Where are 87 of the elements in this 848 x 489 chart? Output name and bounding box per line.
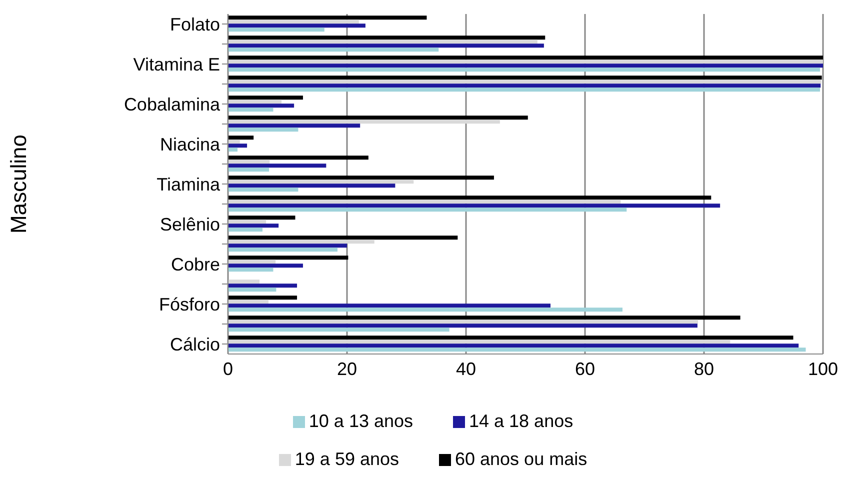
x-tick-label: 100 <box>808 358 838 379</box>
y-tick-label: Cálcio <box>170 334 220 354</box>
bar <box>228 140 240 144</box>
bar <box>228 60 823 64</box>
bar <box>228 28 324 32</box>
bar <box>228 164 326 168</box>
bar <box>228 16 427 20</box>
bar <box>228 48 439 52</box>
bar <box>228 96 303 100</box>
bar <box>228 176 494 180</box>
bar <box>228 296 298 300</box>
y-tick-label: Tiamina <box>156 174 221 194</box>
bar <box>228 144 248 148</box>
bar <box>228 196 712 200</box>
bar <box>228 188 298 192</box>
y-tick-label: Niacina <box>160 134 221 154</box>
bar <box>228 204 720 208</box>
bar <box>228 228 263 232</box>
bar <box>228 20 359 24</box>
bar <box>228 84 821 88</box>
x-tick-label: 80 <box>694 358 714 379</box>
bar <box>228 236 458 240</box>
bar <box>228 248 338 252</box>
legend-label: 10 a 13 anos <box>308 411 413 431</box>
y-tick-label: Vitamina E <box>133 54 220 74</box>
x-tick-label: 60 <box>574 358 596 379</box>
bar <box>228 64 823 68</box>
bar <box>228 308 622 312</box>
bar <box>228 344 799 348</box>
bar <box>228 280 260 284</box>
bar <box>228 24 366 28</box>
bar <box>228 256 348 260</box>
bar <box>228 224 279 228</box>
bar <box>228 120 500 124</box>
bar <box>228 160 270 164</box>
y-tick-label: Cobre <box>170 254 220 274</box>
x-tick-label: 40 <box>456 358 476 379</box>
bar <box>228 208 627 212</box>
bar <box>228 136 254 140</box>
y-tick-label: Fósforo <box>158 294 220 314</box>
bar <box>228 260 276 264</box>
x-tick-label: 0 <box>222 358 234 379</box>
bar <box>228 316 740 320</box>
legend-label: 19 a 59 anos <box>294 449 399 469</box>
x-tick-label: 20 <box>336 358 358 379</box>
bar <box>228 104 294 108</box>
bar <box>228 336 794 340</box>
bar <box>228 328 450 332</box>
bar <box>228 108 274 112</box>
bar <box>228 128 298 132</box>
legend-label: 14 a 18 anos <box>469 411 574 431</box>
bar <box>228 100 282 104</box>
bar <box>228 288 276 292</box>
bar <box>228 216 296 220</box>
bar <box>228 200 621 204</box>
bar <box>228 300 268 304</box>
bar <box>228 68 820 72</box>
bar <box>228 180 414 184</box>
bar <box>228 124 360 128</box>
bar <box>228 156 368 160</box>
bar <box>228 168 270 172</box>
bar <box>228 244 347 248</box>
bar <box>228 184 396 188</box>
bar <box>228 88 820 92</box>
legend-label: 60 anos ou mais <box>455 449 588 469</box>
y-tick-label: Selênio <box>160 214 220 234</box>
bar <box>228 76 822 80</box>
bar <box>228 40 538 44</box>
bar <box>228 56 823 60</box>
bar <box>228 320 698 324</box>
bar <box>228 148 238 152</box>
bar <box>228 44 544 48</box>
bar <box>228 80 822 84</box>
bar <box>228 304 550 308</box>
y-tick-label: Cobalamina <box>124 94 221 114</box>
bar <box>228 340 730 344</box>
bar <box>228 220 266 224</box>
bar <box>228 116 528 120</box>
bar <box>228 264 303 268</box>
bar <box>228 324 698 328</box>
bar <box>228 240 374 244</box>
bar <box>228 284 298 288</box>
bar <box>228 348 806 352</box>
bar <box>228 268 274 272</box>
y-axis-title: Masculino <box>6 134 31 234</box>
y-tick-label: Folato <box>170 14 220 34</box>
bar <box>228 36 546 40</box>
